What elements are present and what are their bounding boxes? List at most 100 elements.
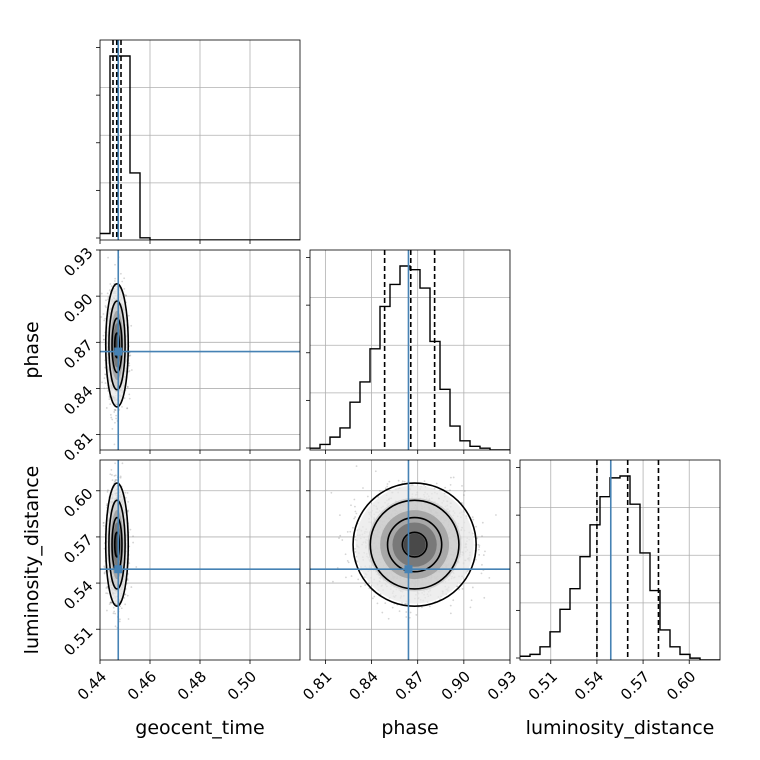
sample-point — [123, 288, 126, 290]
sample-point — [114, 479, 117, 481]
sample-point — [109, 473, 112, 476]
sample-point — [128, 562, 131, 565]
sample-point — [125, 294, 127, 297]
sample-point — [105, 407, 108, 409]
sample-point — [113, 280, 116, 282]
y-tick-label: 0.81 — [60, 428, 96, 464]
sample-point — [130, 586, 133, 588]
sample-point — [102, 524, 105, 527]
sample-point — [125, 294, 128, 297]
sample-point — [121, 280, 124, 283]
contour-line — [104, 283, 130, 408]
sample-point — [107, 256, 109, 259]
sample-point — [107, 390, 109, 392]
sample-point — [127, 509, 130, 512]
sample-point — [110, 601, 112, 604]
sample-point — [115, 417, 118, 420]
sample-point — [108, 603, 111, 606]
contour-line — [113, 332, 121, 359]
sample-point — [113, 443, 116, 446]
sample-point — [113, 474, 116, 477]
panel-frame — [309, 249, 511, 451]
sample-point — [109, 413, 112, 416]
sample-point — [100, 292, 103, 295]
sample-point — [109, 403, 112, 406]
sample-point — [103, 565, 106, 568]
sample-point — [113, 411, 116, 413]
sample-point — [104, 366, 106, 369]
sample-point — [124, 603, 127, 606]
sample-point — [106, 592, 109, 595]
sample-point — [112, 612, 115, 615]
sample-point — [111, 418, 114, 421]
sample-point — [114, 612, 117, 615]
sample-point — [113, 610, 116, 613]
sample-point — [102, 521, 105, 524]
sample-point — [126, 492, 129, 494]
sample-point — [104, 373, 106, 376]
sample-point — [124, 593, 127, 596]
panel-plot-area — [100, 250, 300, 450]
sample-point — [110, 285, 113, 288]
sample-point — [132, 535, 134, 538]
sample-point — [128, 354, 131, 357]
sample-point — [127, 370, 130, 373]
sample-point — [105, 587, 108, 589]
sample-point — [128, 369, 131, 372]
sample-point — [129, 528, 132, 531]
sample-point — [126, 510, 129, 513]
sample-point — [114, 625, 117, 628]
sample-point — [110, 416, 113, 419]
sample-point — [119, 475, 122, 478]
sample-point — [114, 409, 117, 411]
sample-point — [107, 296, 110, 299]
sample-point — [127, 314, 130, 317]
sample-point — [107, 298, 110, 301]
sample-point — [106, 292, 109, 295]
sample-point — [128, 397, 131, 400]
sample-point — [103, 338, 105, 341]
sample-point — [118, 620, 121, 623]
sample-point — [103, 572, 106, 575]
sample-point — [114, 462, 117, 465]
y-tick-label: 0.90 — [60, 290, 96, 326]
sample-point — [130, 369, 133, 371]
sample-point — [115, 478, 118, 481]
panel-phase-hist — [306, 249, 511, 454]
sample-point — [104, 305, 107, 307]
sample-point — [105, 504, 108, 507]
sample-point — [107, 489, 109, 492]
sample-point — [123, 397, 126, 399]
sample-point — [111, 474, 113, 476]
sample-point — [104, 570, 107, 573]
histogram-step-geocent_time — [100, 55, 300, 240]
sample-point — [103, 377, 106, 380]
sample-point — [108, 398, 111, 400]
sample-point — [105, 299, 107, 302]
sample-point — [123, 596, 126, 599]
sample-point — [102, 313, 105, 315]
sample-point — [114, 421, 116, 424]
sample-point — [103, 387, 106, 390]
sample-point — [120, 607, 123, 610]
sample-point — [123, 277, 126, 280]
sample-point — [106, 386, 109, 389]
sample-point — [128, 393, 131, 396]
sample-point — [102, 522, 105, 524]
sample-point — [126, 579, 129, 581]
sample-point — [135, 566, 138, 568]
panel-plot-area — [100, 460, 300, 660]
sample-point — [115, 414, 118, 417]
contour-line — [108, 300, 126, 391]
sample-point — [119, 605, 122, 608]
sample-point — [110, 601, 112, 604]
sample-point — [103, 566, 106, 569]
contour-line — [111, 317, 123, 374]
sample-point — [106, 609, 108, 612]
sample-point — [126, 407, 129, 410]
sample-point — [126, 407, 129, 410]
sample-point — [103, 319, 106, 322]
y-tick-label: 0.93 — [60, 244, 96, 280]
y-axis-label-phase: phase — [21, 321, 43, 378]
sample-point — [129, 354, 132, 357]
